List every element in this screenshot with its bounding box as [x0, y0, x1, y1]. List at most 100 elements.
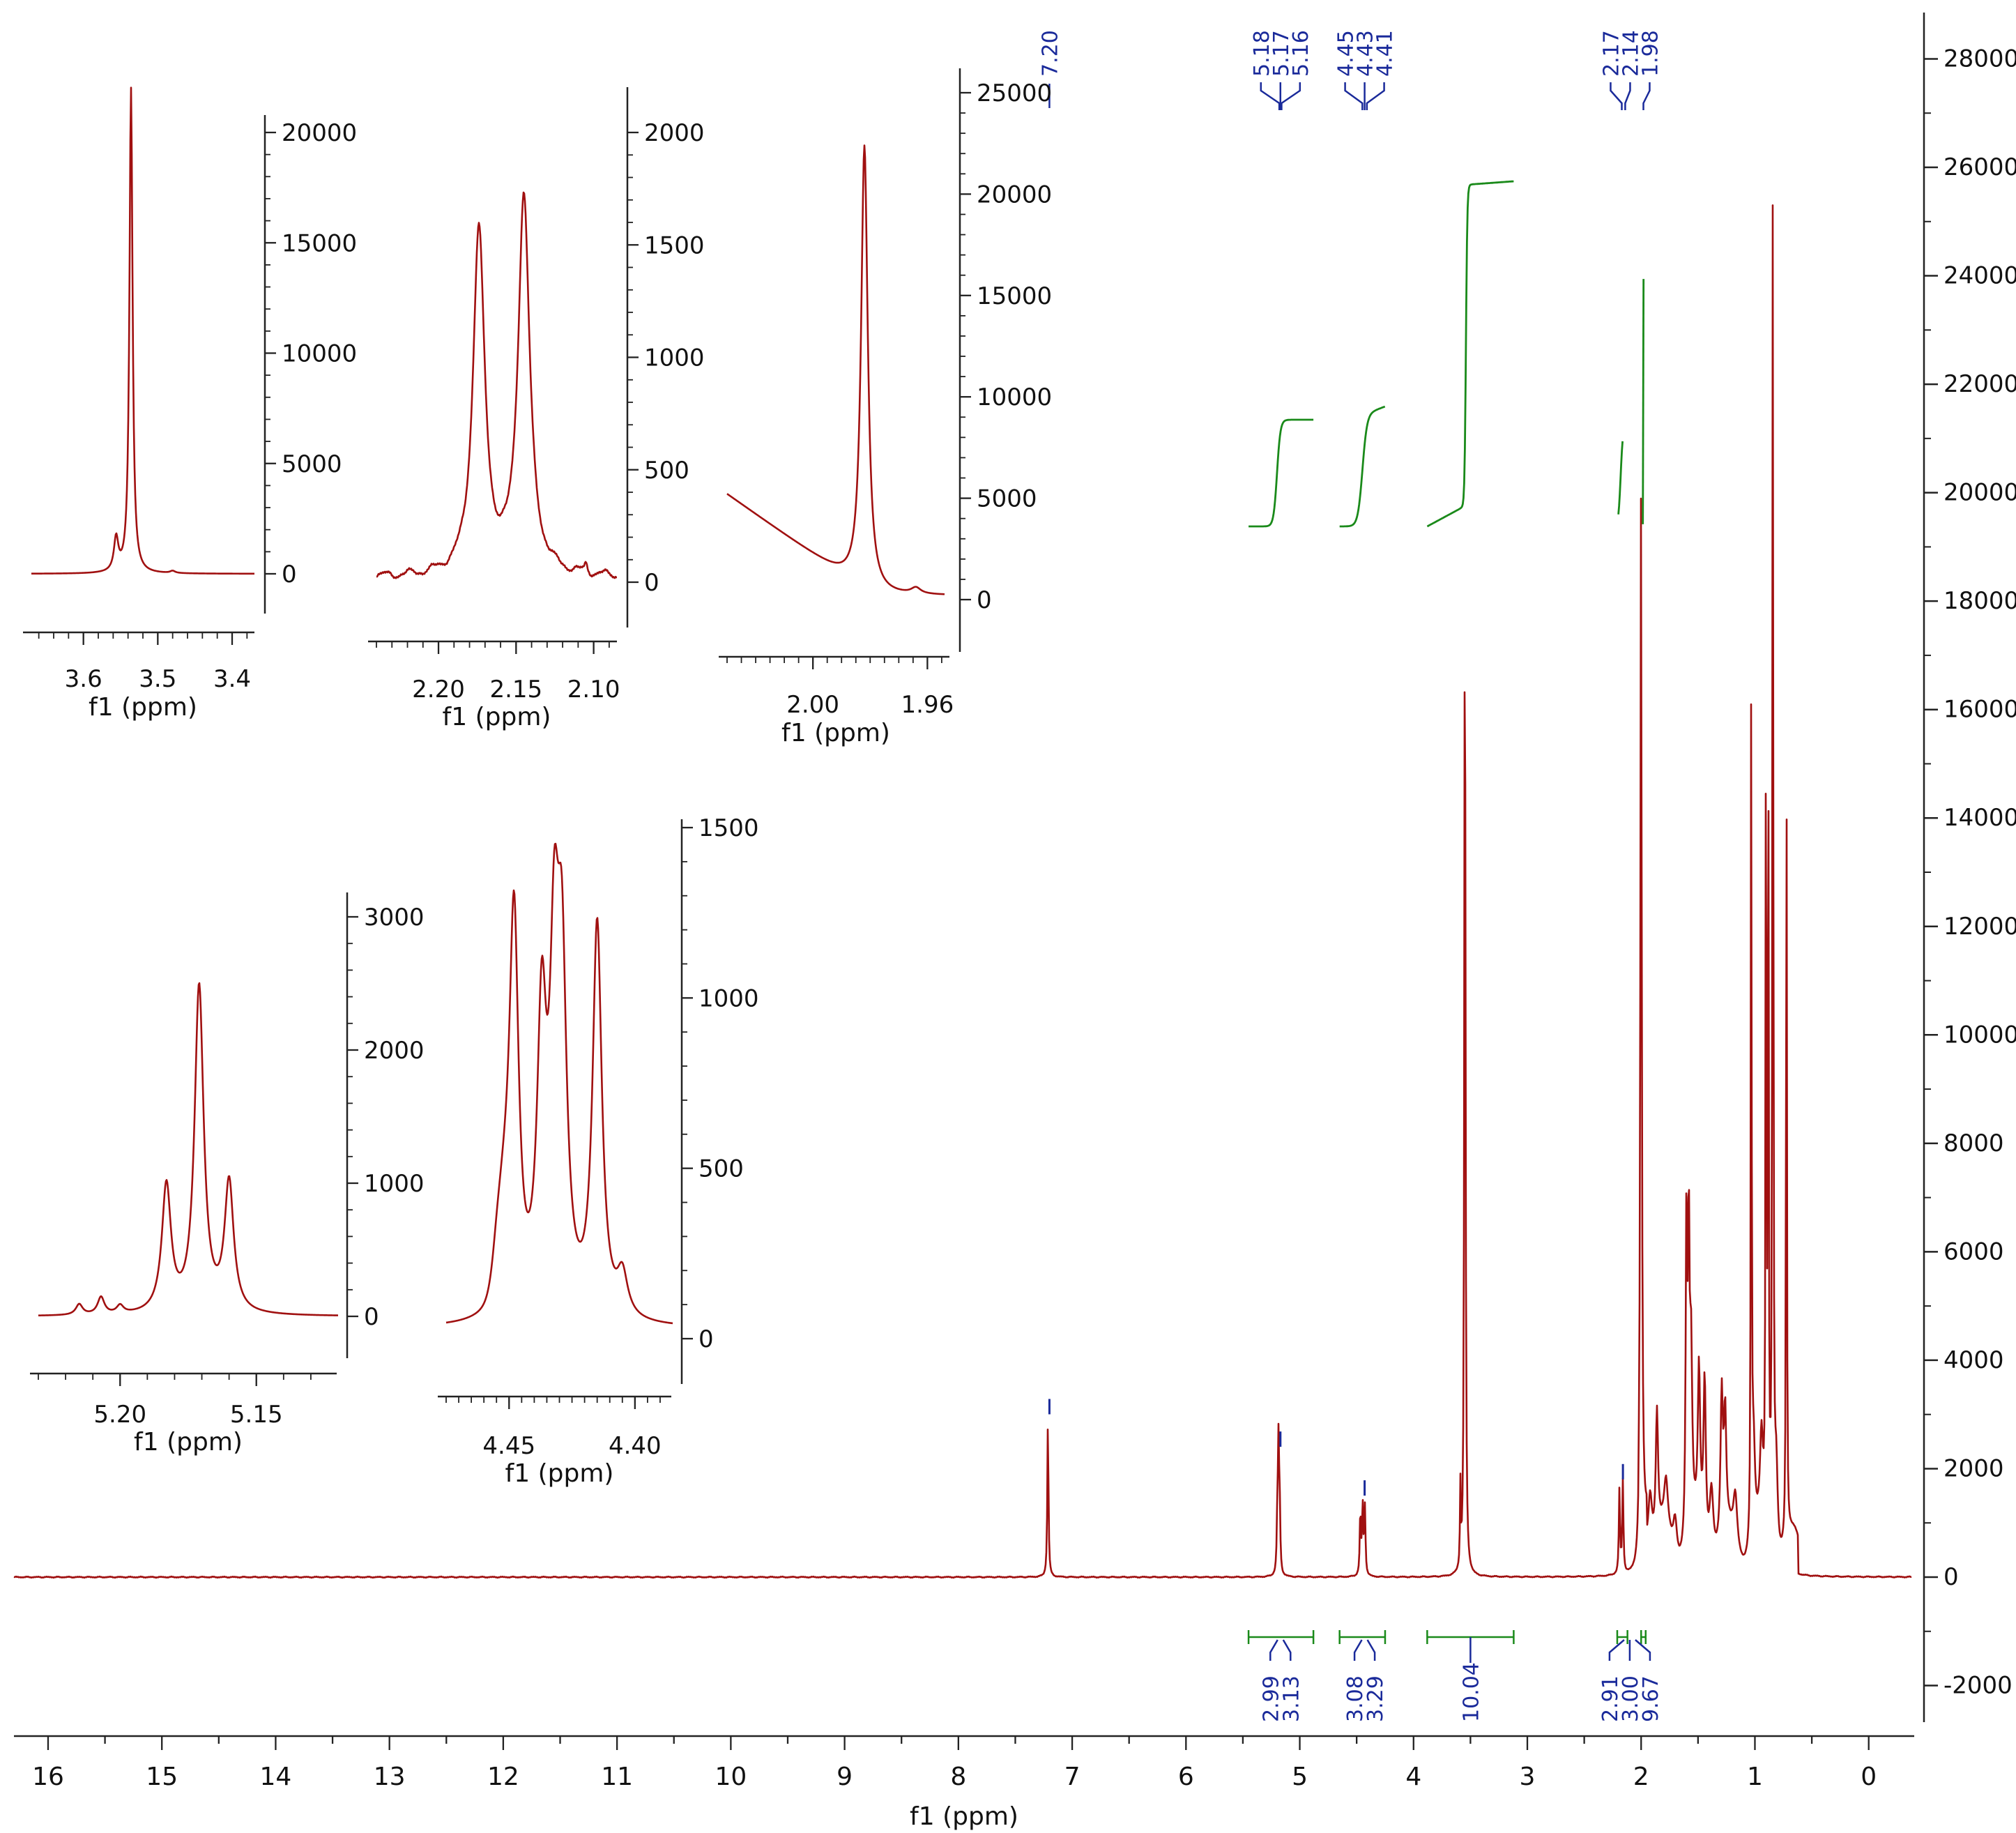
- main-x-tick-label: 12: [487, 1763, 519, 1791]
- main-y-tick-label: 6000: [1944, 1238, 2004, 1265]
- peak-label-leader: [1610, 82, 1623, 110]
- main-x-tick-label: 11: [601, 1763, 633, 1791]
- integral-curve: [1617, 441, 1624, 515]
- main-plot: -200002000400060008000100001200014000160…: [13, 13, 2016, 1831]
- inset-x-axis-label: f1 (ppm): [134, 1428, 243, 1456]
- inset-x-tick-label: 3.4: [213, 665, 251, 693]
- peak-label: 7.20: [1038, 30, 1062, 77]
- inset-y-tick-label: 1000: [698, 984, 759, 1012]
- main-x-tick-label: 4: [1405, 1763, 1421, 1791]
- inset-y-tick-label: 0: [282, 561, 297, 588]
- peak-label: 4.43: [1354, 30, 1378, 77]
- main-y-tick-label: 16000: [1944, 696, 2016, 724]
- inset-y-tick-label: 1500: [644, 231, 705, 259]
- inset-y-tick-label: 2000: [364, 1037, 425, 1065]
- inset-y-tick-label: 20000: [282, 119, 357, 147]
- inset-x-tick-label: 3.5: [139, 665, 176, 693]
- integral-value: 3.29: [1364, 1675, 1388, 1722]
- integral-value-leader: [1608, 1639, 1625, 1661]
- inset-y-tick-label: 5000: [282, 450, 342, 478]
- inset-trace: [726, 144, 945, 595]
- inset-x-tick-label: 4.45: [482, 1432, 535, 1460]
- integral-value: 2.99: [1259, 1675, 1283, 1722]
- inset-y-tick-label: 25000: [977, 79, 1052, 107]
- main-y-tick-label: 18000: [1944, 587, 2016, 615]
- inset-y-tick-label: 20000: [977, 181, 1052, 208]
- integral-value-leader: [1366, 1639, 1376, 1661]
- peak-label: 5.17: [1269, 30, 1294, 77]
- integral-curve: [1642, 279, 1645, 524]
- integral-value-leader: [1353, 1639, 1363, 1661]
- integral-value: 9.67: [1639, 1675, 1663, 1722]
- main-x-tick-label: 8: [950, 1763, 966, 1791]
- main-y-tick-label: 0: [1944, 1563, 1959, 1591]
- peak-label-leader: [1642, 82, 1651, 110]
- inset-y-tick-label: 10000: [282, 340, 357, 368]
- inset-x-tick-label: 5.20: [93, 1401, 146, 1429]
- inset-trace: [38, 982, 339, 1316]
- inset-x-axis-label: f1 (ppm): [781, 719, 890, 747]
- main-x-tick-label: 5: [1292, 1763, 1308, 1791]
- inset-x-tick-label: 4.40: [609, 1432, 662, 1460]
- inset-y-tick-label: 0: [698, 1325, 714, 1353]
- main-x-tick-label: 2: [1633, 1763, 1649, 1791]
- inset-y-tick-label: 1000: [644, 344, 705, 372]
- peak-label-leader: [1281, 82, 1301, 110]
- integral-value: 3.00: [1619, 1675, 1643, 1722]
- main-spectrum-trace: [13, 204, 1912, 1579]
- inset-x-axis-label: f1 (ppm): [443, 703, 551, 731]
- peak-label-leader: [1344, 82, 1364, 110]
- main-x-tick-label: 9: [837, 1763, 853, 1791]
- main-x-tick-label: 3: [1520, 1763, 1536, 1791]
- peak-label: 2.17: [1599, 30, 1624, 77]
- main-y-tick-label: 28000: [1944, 45, 2016, 73]
- integral-value-leader: [1269, 1639, 1278, 1661]
- inset-y-tick-label: 0: [977, 586, 992, 614]
- inset-y-tick-label: 5000: [977, 485, 1037, 513]
- main-x-tick-label: 14: [260, 1763, 292, 1791]
- main-x-tick-label: 7: [1064, 1763, 1080, 1791]
- integral-curve: [1339, 405, 1386, 528]
- main-x-tick-label: 16: [32, 1763, 64, 1791]
- main-y-tick-label: 26000: [1944, 153, 2016, 181]
- inset-x-tick-label: 1.96: [901, 691, 954, 719]
- main-x-tick-label: 15: [146, 1763, 178, 1791]
- inset-y-tick-label: 0: [364, 1303, 379, 1331]
- peak-label: 4.41: [1373, 30, 1398, 77]
- inset-x-axis-label: f1 (ppm): [505, 1459, 614, 1488]
- inset-y-tick-label: 15000: [977, 282, 1052, 310]
- peak-label-leader: [1366, 82, 1385, 110]
- inset-y-tick-label: 0: [644, 569, 659, 597]
- inset-x-tick-label: 2.00: [786, 691, 839, 719]
- integral-value-leader: [1282, 1639, 1292, 1661]
- inset-x-tick-label: 2.10: [567, 676, 620, 703]
- peak-label: 5.16: [1289, 30, 1313, 77]
- integral-value-leader: [1635, 1639, 1651, 1661]
- main-y-tick-label: 20000: [1944, 479, 2016, 507]
- inset-x-axis-label: f1 (ppm): [89, 693, 197, 722]
- inset-y-tick-label: 2000: [644, 119, 705, 147]
- inset-x-tick-label: 2.20: [412, 676, 465, 703]
- main-x-tick-label: 0: [1861, 1763, 1877, 1791]
- main-x-tick-label: 6: [1178, 1763, 1194, 1791]
- main-x-tick-label: 10: [715, 1763, 747, 1791]
- main-y-tick-label: 22000: [1944, 370, 2016, 398]
- integral-curve: [1426, 180, 1514, 528]
- main-y-tick-label: 8000: [1944, 1130, 2004, 1157]
- main-y-tick-label: 2000: [1944, 1454, 2004, 1482]
- main-x-axis-label: f1 (ppm): [910, 1802, 1018, 1831]
- peak-label: 4.45: [1334, 30, 1359, 77]
- integral-value: 2.91: [1598, 1675, 1623, 1722]
- peak-label: 1.98: [1638, 30, 1663, 77]
- inset-1.98: 0 5000 10000 15000 20000 25000 2.00 1.96 f1 (ppm…: [719, 68, 1052, 747]
- inset-x-tick-label: 5.15: [230, 1401, 283, 1429]
- integral-value: 3.13: [1279, 1675, 1304, 1722]
- main-x-tick-label: 1: [1747, 1763, 1763, 1791]
- integral-value: 3.08: [1343, 1675, 1368, 1722]
- main-y-tick-label: 4000: [1944, 1346, 2004, 1374]
- integral-curve: [1248, 418, 1314, 528]
- inset-y-tick-label: 3000: [364, 904, 425, 931]
- inset-x-tick-label: 3.6: [65, 665, 102, 693]
